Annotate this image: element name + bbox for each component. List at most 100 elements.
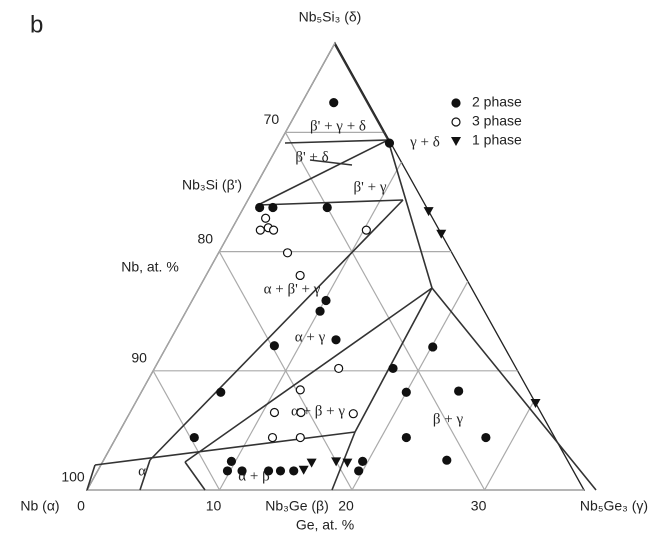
marker	[222, 466, 233, 476]
boundary	[86, 464, 96, 491]
panel-label: b	[30, 11, 43, 38]
marker	[530, 398, 541, 408]
grid-line	[86, 42, 336, 491]
marker	[267, 432, 278, 443]
marker	[358, 456, 368, 466]
legend-label: 2 phase	[472, 94, 522, 110]
marker	[268, 225, 279, 235]
marker	[295, 270, 305, 281]
data-points	[189, 97, 541, 476]
marker	[334, 363, 344, 374]
legend-label: 3 phase	[472, 113, 522, 129]
marker	[261, 213, 271, 223]
marker	[329, 97, 339, 108]
marker	[289, 466, 299, 476]
x-tick-label: 30	[471, 498, 487, 514]
region-label: α + β + γ	[291, 403, 345, 419]
marker	[384, 138, 395, 148]
marker	[306, 458, 317, 468]
marker	[331, 457, 342, 467]
marker	[342, 458, 353, 468]
region-label: β' + δ	[295, 149, 328, 165]
y-tick-label: 70	[264, 111, 280, 127]
marker	[216, 387, 226, 397]
marker	[354, 466, 364, 476]
marker	[481, 432, 491, 443]
region-label: γ + δ	[409, 134, 440, 150]
marker	[361, 225, 371, 235]
grid-line	[484, 400, 535, 491]
marker	[423, 207, 434, 217]
marker	[428, 342, 438, 352]
marker	[295, 385, 305, 395]
grid-line	[152, 370, 221, 491]
boundary	[334, 44, 597, 491]
marker	[388, 363, 398, 374]
marker	[296, 407, 306, 418]
boundary	[94, 431, 356, 466]
marker	[436, 229, 447, 239]
boundary	[184, 287, 433, 463]
region-label: β + γ	[433, 411, 464, 427]
marker	[442, 455, 452, 465]
phase-boundaries	[86, 44, 597, 491]
marker	[189, 432, 199, 443]
marker	[331, 335, 341, 345]
marker	[298, 465, 309, 475]
marker	[401, 387, 411, 397]
grid-line	[351, 281, 469, 491]
marker	[268, 202, 278, 213]
x-tick-label: 20	[338, 498, 354, 514]
marker	[275, 466, 286, 476]
marker	[321, 295, 331, 306]
region-label: β' + γ + δ	[310, 118, 366, 134]
grid-line	[219, 161, 402, 491]
corner-label: Nb₅Si₃ (δ)	[299, 9, 362, 25]
legend-marker	[451, 117, 461, 127]
boundary	[331, 431, 356, 491]
phase-label: Nb₃Si (β')	[182, 177, 242, 193]
marker	[237, 466, 247, 476]
marker	[255, 225, 265, 235]
marker	[401, 432, 411, 443]
boundary	[309, 159, 353, 166]
x-tick-label: 10	[206, 498, 222, 514]
region-label: α	[138, 463, 146, 479]
y-axis-title: Nb, at. %	[121, 259, 179, 275]
legend-label: 1 phase	[472, 132, 522, 148]
y-tick-label: 100	[61, 469, 85, 485]
marker	[295, 432, 305, 443]
marker	[282, 248, 293, 258]
marker	[263, 466, 274, 476]
boundary	[184, 461, 206, 491]
marker	[315, 306, 325, 316]
boundary	[257, 139, 389, 206]
legend-marker	[451, 98, 461, 108]
region-label: α + β' + γ	[264, 281, 321, 297]
marker	[348, 409, 358, 419]
phase-label: Nb₃Ge (β)	[265, 498, 329, 514]
grid	[86, 42, 584, 491]
grid-line	[284, 132, 486, 491]
region-label: β' + γ	[354, 179, 387, 195]
x-axis-title: Ge, at. %	[296, 517, 354, 533]
legend: 2 phase 3 phase 1 phase	[451, 94, 522, 148]
x-tick-label: 0	[77, 498, 85, 514]
region-label: α + γ	[295, 329, 326, 345]
legend-marker	[451, 137, 461, 146]
marker	[226, 456, 237, 466]
corner-label: Nb (α)	[20, 498, 59, 514]
boundary	[257, 199, 404, 206]
marker	[269, 341, 279, 351]
boundary	[139, 459, 151, 491]
boundary	[284, 139, 389, 144]
corner-label: Nb₅Ge₃ (γ)	[580, 498, 648, 514]
boundary	[149, 199, 404, 461]
marker	[454, 386, 464, 396]
boundary	[354, 287, 433, 433]
marker	[269, 407, 280, 418]
y-tick-label: 90	[131, 350, 147, 366]
y-tick-label: 80	[197, 230, 213, 246]
marker	[322, 202, 332, 213]
